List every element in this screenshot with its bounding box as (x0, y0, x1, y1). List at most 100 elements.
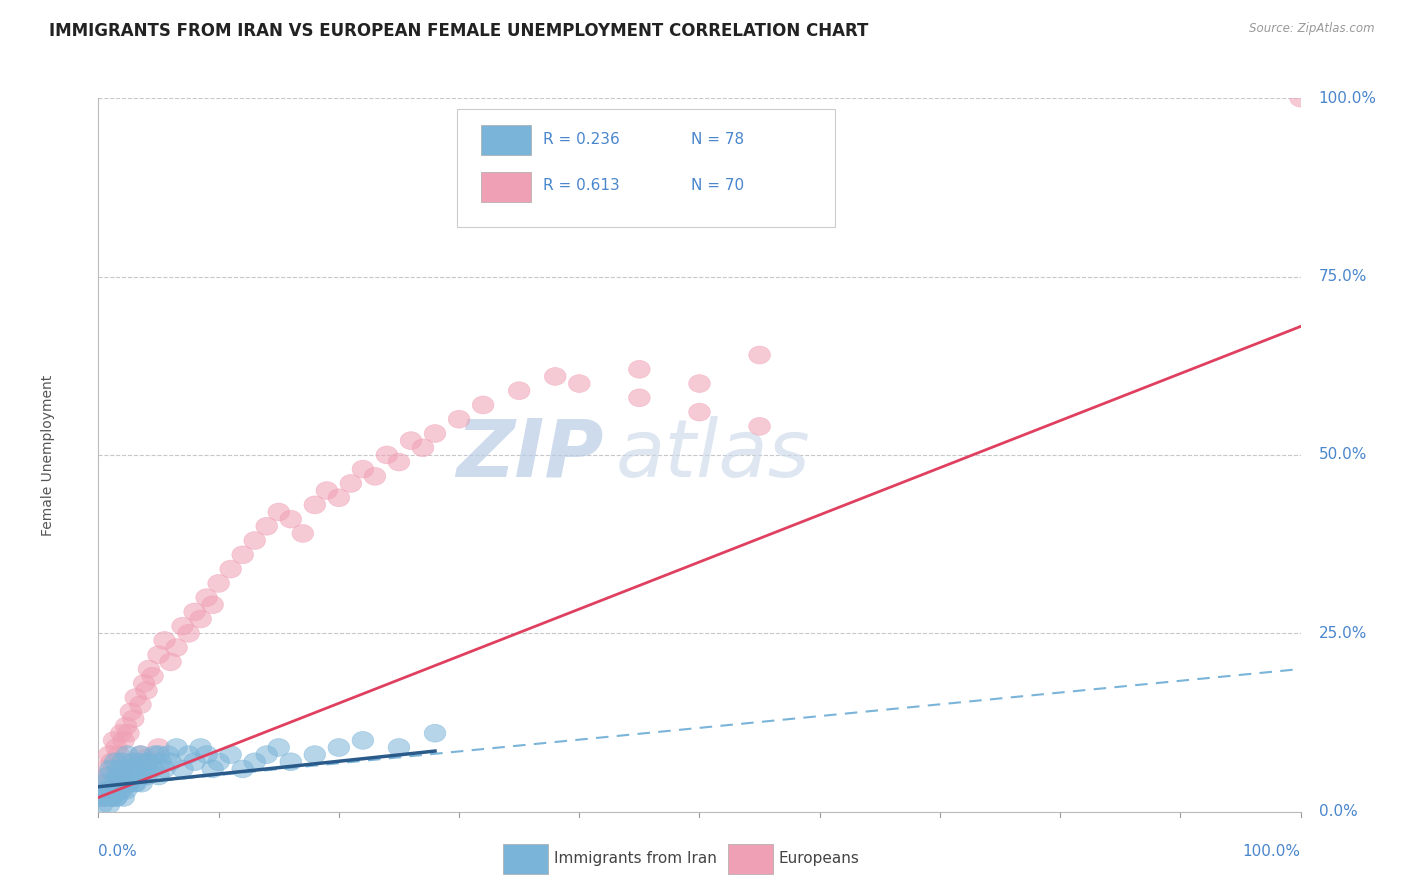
Ellipse shape (124, 753, 145, 771)
Ellipse shape (232, 760, 253, 778)
Ellipse shape (129, 696, 152, 714)
Ellipse shape (232, 546, 253, 564)
Ellipse shape (628, 360, 650, 378)
Ellipse shape (280, 753, 301, 771)
Ellipse shape (91, 796, 112, 814)
Ellipse shape (112, 789, 135, 806)
Ellipse shape (104, 753, 127, 771)
Ellipse shape (202, 760, 224, 778)
Ellipse shape (111, 774, 134, 792)
Text: atlas: atlas (616, 416, 810, 494)
Text: 0.0%: 0.0% (1319, 805, 1357, 819)
Ellipse shape (208, 574, 229, 592)
Ellipse shape (316, 482, 337, 500)
Ellipse shape (269, 739, 290, 756)
Text: N = 78: N = 78 (692, 132, 744, 147)
Ellipse shape (108, 760, 129, 778)
Ellipse shape (111, 724, 132, 742)
Ellipse shape (256, 517, 277, 535)
Ellipse shape (148, 746, 169, 764)
Ellipse shape (377, 446, 398, 464)
Ellipse shape (143, 746, 166, 764)
Text: 50.0%: 50.0% (1319, 448, 1367, 462)
Ellipse shape (364, 467, 385, 485)
Ellipse shape (148, 739, 169, 756)
Ellipse shape (689, 403, 710, 421)
Ellipse shape (115, 767, 136, 785)
Ellipse shape (544, 368, 567, 385)
Text: R = 0.613: R = 0.613 (543, 178, 620, 194)
Ellipse shape (160, 753, 181, 771)
Ellipse shape (157, 746, 179, 764)
Ellipse shape (388, 739, 409, 756)
Ellipse shape (105, 789, 128, 806)
Ellipse shape (202, 596, 224, 614)
Ellipse shape (129, 746, 152, 764)
Ellipse shape (352, 460, 374, 478)
Text: 100.0%: 100.0% (1243, 844, 1301, 859)
Ellipse shape (103, 731, 125, 749)
Ellipse shape (118, 774, 139, 792)
Text: ZIP: ZIP (456, 416, 603, 494)
Ellipse shape (449, 410, 470, 428)
Ellipse shape (412, 439, 434, 457)
FancyBboxPatch shape (481, 171, 531, 202)
Ellipse shape (136, 681, 157, 699)
Ellipse shape (98, 796, 120, 814)
Ellipse shape (122, 710, 143, 728)
Ellipse shape (94, 781, 117, 799)
Ellipse shape (98, 746, 120, 764)
Ellipse shape (94, 760, 115, 778)
Ellipse shape (425, 425, 446, 442)
Ellipse shape (91, 789, 112, 806)
Text: 100.0%: 100.0% (1319, 91, 1376, 105)
Ellipse shape (118, 724, 139, 742)
Ellipse shape (153, 632, 176, 649)
Ellipse shape (219, 746, 242, 764)
Ellipse shape (138, 660, 160, 678)
Ellipse shape (172, 617, 194, 635)
Ellipse shape (401, 432, 422, 450)
Ellipse shape (172, 760, 194, 778)
Ellipse shape (190, 610, 211, 628)
Ellipse shape (110, 781, 131, 799)
Ellipse shape (509, 382, 530, 400)
Ellipse shape (107, 774, 128, 792)
Ellipse shape (131, 774, 152, 792)
Ellipse shape (219, 560, 242, 578)
Text: Source: ZipAtlas.com: Source: ZipAtlas.com (1250, 22, 1375, 36)
Text: 0.0%: 0.0% (98, 844, 138, 859)
Ellipse shape (328, 739, 350, 756)
Ellipse shape (117, 746, 138, 764)
Ellipse shape (100, 781, 121, 799)
Ellipse shape (122, 767, 143, 785)
Ellipse shape (127, 767, 148, 785)
FancyBboxPatch shape (481, 125, 531, 155)
Ellipse shape (184, 753, 205, 771)
Ellipse shape (628, 389, 650, 407)
Ellipse shape (111, 767, 132, 785)
Ellipse shape (108, 746, 129, 764)
Ellipse shape (129, 760, 152, 778)
Ellipse shape (121, 753, 143, 771)
Ellipse shape (112, 760, 135, 778)
Ellipse shape (328, 489, 350, 507)
Text: R = 0.236: R = 0.236 (543, 132, 620, 147)
Ellipse shape (101, 789, 122, 806)
Ellipse shape (120, 760, 142, 778)
Text: IMMIGRANTS FROM IRAN VS EUROPEAN FEMALE UNEMPLOYMENT CORRELATION CHART: IMMIGRANTS FROM IRAN VS EUROPEAN FEMALE … (49, 22, 869, 40)
Ellipse shape (136, 753, 157, 771)
Ellipse shape (340, 475, 361, 492)
FancyBboxPatch shape (457, 109, 835, 227)
Ellipse shape (105, 739, 128, 756)
Ellipse shape (111, 781, 132, 799)
Ellipse shape (190, 739, 211, 756)
Ellipse shape (112, 731, 135, 749)
Ellipse shape (388, 453, 409, 471)
Ellipse shape (129, 746, 152, 764)
Ellipse shape (150, 753, 172, 771)
Ellipse shape (118, 760, 139, 778)
Ellipse shape (120, 703, 142, 721)
Ellipse shape (100, 760, 121, 778)
Text: Europeans: Europeans (779, 852, 860, 866)
